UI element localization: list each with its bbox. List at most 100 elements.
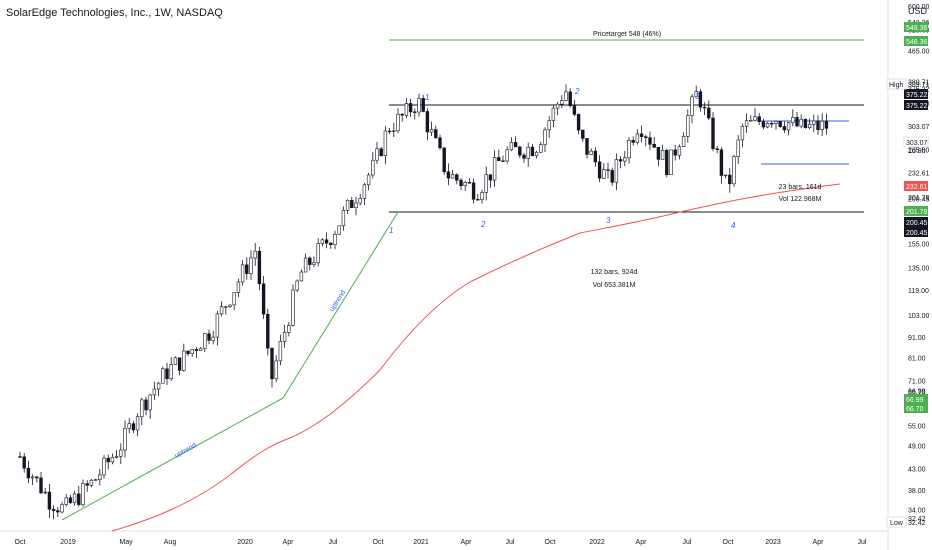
candlestick-series bbox=[18, 84, 829, 520]
price-tag: 66.70 bbox=[904, 403, 928, 413]
candle bbox=[732, 154, 736, 187]
candle bbox=[539, 141, 543, 154]
candle bbox=[224, 305, 228, 315]
candle bbox=[585, 138, 589, 159]
candle bbox=[144, 396, 148, 416]
candle bbox=[492, 150, 497, 187]
candle bbox=[707, 100, 711, 120]
price-tag-text: 66.70 bbox=[906, 406, 924, 413]
candle bbox=[77, 486, 81, 507]
price-axis-tick: 389.71 bbox=[908, 80, 930, 87]
price-tag-text: 200.45 bbox=[906, 220, 928, 227]
candle bbox=[749, 115, 753, 122]
candle bbox=[715, 145, 719, 154]
candle bbox=[610, 167, 614, 186]
candle bbox=[324, 232, 329, 249]
candle bbox=[261, 275, 266, 319]
time-axis-label: Oct bbox=[723, 539, 734, 546]
candle bbox=[404, 98, 409, 119]
candle bbox=[803, 118, 808, 129]
candle bbox=[602, 163, 606, 180]
time-axis-label: Jul bbox=[329, 539, 338, 546]
candle bbox=[786, 121, 791, 136]
price-axis-tick: 32.42 bbox=[908, 516, 926, 523]
candle bbox=[93, 478, 98, 481]
candle bbox=[589, 148, 593, 155]
candle bbox=[114, 449, 119, 459]
candle bbox=[345, 199, 350, 214]
price-axis-tick: 49.00 bbox=[908, 444, 926, 451]
price-axis: 600.00548.36525.00465.00389.71375.22345.… bbox=[908, 4, 930, 523]
candle bbox=[18, 451, 22, 458]
candle bbox=[434, 125, 438, 139]
candle bbox=[681, 132, 686, 147]
candle bbox=[308, 256, 312, 271]
candle bbox=[463, 180, 467, 191]
price-axis-tick: 38.00 bbox=[908, 488, 926, 495]
candle bbox=[618, 156, 623, 169]
price-axis-tick: 34.00 bbox=[908, 508, 926, 515]
candle bbox=[484, 166, 488, 201]
candle bbox=[450, 170, 455, 179]
candle bbox=[501, 155, 505, 162]
candle bbox=[644, 134, 648, 147]
candle bbox=[471, 178, 476, 204]
price-axis-tick: 66.70 bbox=[908, 389, 926, 396]
candle bbox=[744, 113, 749, 133]
candle bbox=[312, 256, 316, 268]
price-axis-tick: 135.00 bbox=[908, 266, 930, 273]
candle bbox=[102, 455, 106, 479]
candle bbox=[576, 113, 581, 135]
candle bbox=[253, 242, 257, 266]
candle bbox=[560, 95, 564, 108]
candle bbox=[396, 108, 400, 134]
moving-average-line bbox=[111, 183, 841, 532]
time-axis: Oct 2019 May Aug 2020 Apr Jul Oct 2021 Apr Jul Oct 2… bbox=[15, 539, 867, 546]
price-tag-text: 200.45 bbox=[906, 230, 928, 237]
candle bbox=[270, 347, 274, 388]
candle bbox=[669, 149, 673, 175]
price-tag: 201.78 bbox=[904, 206, 928, 216]
price-tag: 548.36 bbox=[904, 36, 928, 46]
candle bbox=[690, 94, 694, 124]
candle bbox=[694, 85, 698, 98]
candle bbox=[39, 472, 43, 495]
candle bbox=[812, 114, 816, 133]
candle bbox=[597, 155, 602, 183]
candle bbox=[606, 162, 610, 179]
price-axis-tick: 55.00 bbox=[908, 423, 926, 430]
candle bbox=[761, 118, 766, 130]
candle bbox=[509, 137, 514, 152]
candle bbox=[740, 123, 745, 148]
candle bbox=[30, 474, 35, 485]
candle bbox=[736, 135, 740, 164]
candle bbox=[526, 142, 530, 167]
candle bbox=[362, 182, 367, 205]
candle bbox=[408, 98, 413, 117]
candle bbox=[417, 93, 421, 117]
price-tag: 232.61 bbox=[904, 181, 928, 191]
range-vol-label: Vol 653.381M bbox=[593, 282, 636, 289]
candle bbox=[480, 189, 484, 204]
candle bbox=[383, 125, 388, 165]
candle bbox=[194, 346, 199, 358]
price-axis-tick: 600.00 bbox=[908, 4, 930, 11]
time-axis-label: Jul bbox=[683, 539, 692, 546]
recent-vol-label: Vol 122.968M bbox=[779, 196, 822, 203]
candle bbox=[518, 145, 522, 158]
candle bbox=[165, 362, 169, 385]
candle bbox=[60, 502, 64, 514]
candle bbox=[240, 260, 245, 286]
candle bbox=[459, 178, 463, 191]
candle bbox=[198, 347, 203, 351]
bottom-point-2: 2 bbox=[480, 220, 486, 229]
high-label: High bbox=[889, 82, 904, 89]
bottom-point-1: 1 bbox=[389, 226, 393, 235]
candle bbox=[119, 443, 123, 464]
price-axis-tick: 201.78 bbox=[908, 195, 930, 202]
price-axis-tick: 155.00 bbox=[908, 242, 930, 249]
candle bbox=[467, 178, 472, 184]
price-axis-tick: 465.00 bbox=[908, 49, 930, 56]
high-label-box bbox=[886, 78, 907, 90]
